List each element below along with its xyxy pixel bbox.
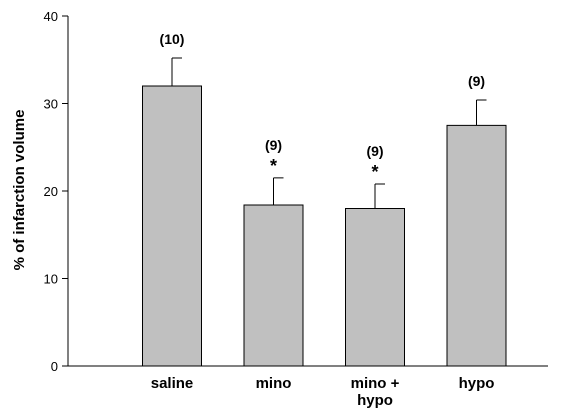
sample-size-label: (10) bbox=[160, 31, 185, 47]
x-tick-label: hypo bbox=[459, 375, 495, 392]
x-tick-label: mino bbox=[256, 375, 292, 392]
x-tick-label: saline bbox=[151, 375, 194, 392]
sample-size-label: (9) bbox=[366, 143, 383, 159]
y-tick-label: 0 bbox=[51, 359, 58, 374]
bars: (10) * (9) * (9) (9) bbox=[142, 31, 507, 367]
y-tick-label: 10 bbox=[44, 272, 58, 287]
x-tick-label: mino + bbox=[351, 375, 400, 392]
y-tick-label: 30 bbox=[44, 97, 58, 112]
significance-marker: * bbox=[371, 162, 378, 182]
y-tick-label: 20 bbox=[44, 184, 58, 199]
y-tick-label: 40 bbox=[44, 9, 58, 24]
y-ticks: 0 10 20 30 40 bbox=[44, 9, 68, 374]
y-axis-title: % of infarction volume bbox=[11, 110, 28, 271]
bar-1 bbox=[243, 204, 304, 367]
x-tick-label: hypo bbox=[357, 392, 393, 409]
significance-marker: * bbox=[270, 156, 277, 176]
bar-0 bbox=[142, 85, 202, 367]
sample-size-label: (9) bbox=[265, 137, 282, 153]
sample-size-label: (9) bbox=[468, 73, 485, 89]
bar-2 bbox=[345, 208, 405, 367]
bar-3 bbox=[446, 124, 507, 367]
